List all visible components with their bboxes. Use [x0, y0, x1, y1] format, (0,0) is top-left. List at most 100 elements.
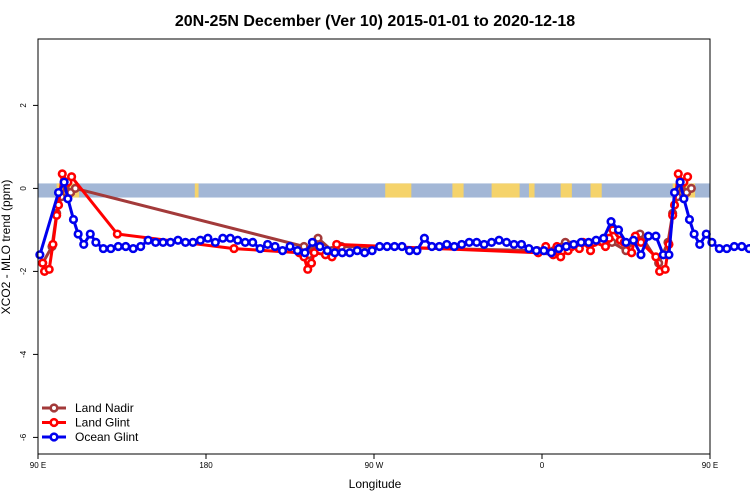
data-point	[218, 233, 228, 243]
data-point	[584, 237, 594, 247]
data-point	[442, 239, 452, 250]
data-point	[44, 264, 54, 274]
data-point	[686, 183, 696, 193]
data-point	[203, 233, 213, 243]
data-point	[546, 248, 556, 258]
y-tick-label: -6	[19, 433, 28, 441]
data-point	[315, 241, 325, 252]
data-point	[591, 235, 601, 245]
data-point	[285, 241, 295, 252]
data-point	[714, 243, 724, 254]
data-point	[303, 264, 313, 274]
data-point	[98, 243, 108, 254]
legend-marker	[49, 432, 59, 442]
data-point	[195, 235, 205, 245]
data-point	[501, 237, 512, 247]
data-point	[626, 248, 637, 258]
data-point	[487, 237, 497, 247]
data-point	[63, 194, 73, 204]
data-point	[472, 237, 482, 247]
legend-item: Land Glint	[42, 416, 130, 430]
data-point	[621, 237, 631, 247]
data-point	[85, 229, 95, 239]
x-tick-label: 90 E	[702, 461, 718, 470]
data-point	[143, 235, 153, 245]
data-point	[106, 243, 116, 254]
data-point	[729, 241, 739, 252]
data-point	[270, 241, 280, 252]
data-point	[240, 237, 250, 247]
data-point	[48, 239, 58, 250]
data-point	[613, 225, 624, 235]
data-point	[585, 246, 596, 256]
legend-marker	[49, 403, 59, 413]
data-point	[675, 177, 685, 187]
series-layer	[35, 169, 750, 277]
data-point	[70, 183, 80, 193]
data-point	[180, 237, 191, 247]
data-point	[53, 187, 64, 198]
data-point	[307, 237, 318, 247]
data-point	[679, 194, 689, 204]
data-point	[404, 246, 415, 256]
data-point	[300, 248, 310, 258]
data-point	[664, 250, 674, 260]
data-point	[449, 241, 459, 252]
legend-item: Land Nadir	[42, 401, 134, 415]
data-point	[151, 237, 161, 247]
land-band-segment	[491, 183, 520, 198]
data-point	[68, 214, 79, 225]
data-point	[382, 241, 392, 252]
data-point	[682, 172, 693, 182]
land-band-segment	[590, 183, 602, 198]
data-point	[457, 239, 467, 250]
land-band-segment	[528, 183, 535, 198]
data-point	[337, 248, 347, 258]
data-point	[464, 237, 474, 247]
data-point	[59, 177, 69, 187]
data-point	[397, 241, 407, 252]
data-point	[322, 246, 332, 256]
data-point	[561, 241, 571, 252]
data-point	[345, 248, 355, 258]
data-point	[494, 235, 504, 245]
data-point	[651, 231, 661, 241]
y-tick-label: -2	[19, 267, 28, 275]
legend-item: Ocean Glint	[42, 430, 139, 444]
data-point	[651, 252, 661, 262]
chart-title: 20N-25N December (Ver 10) 2015-01-01 to …	[175, 13, 575, 30]
data-point	[38, 258, 48, 268]
data-point	[636, 237, 646, 247]
land-band-segment	[385, 183, 412, 198]
y-tick-label: 0	[19, 186, 28, 191]
data-point	[229, 243, 239, 254]
data-point	[660, 264, 670, 274]
data-point	[556, 252, 566, 262]
x-tick-label: 180	[199, 461, 213, 470]
data-point	[91, 237, 101, 247]
data-point	[352, 246, 362, 256]
data-point	[669, 187, 680, 198]
x-axis: 90 E 180 90 W 0 90 E	[30, 454, 718, 470]
x-tick-label: 90 W	[365, 461, 384, 470]
data-point	[292, 246, 303, 256]
data-point	[112, 229, 122, 239]
data-point	[524, 243, 534, 254]
data-point	[309, 248, 319, 258]
data-point	[539, 246, 549, 256]
data-point	[576, 237, 586, 247]
land-ocean-band	[38, 183, 710, 198]
data-point	[695, 239, 705, 250]
data-point	[367, 246, 377, 256]
data-point	[628, 235, 639, 245]
data-point	[636, 250, 646, 260]
data-point	[255, 243, 265, 254]
data-point	[643, 231, 654, 241]
land-band-segment	[560, 183, 572, 198]
data-point	[210, 237, 220, 247]
data-point	[263, 239, 273, 250]
legend-label: Land Glint	[75, 416, 130, 430]
data-point	[427, 241, 437, 252]
data-point	[173, 235, 183, 245]
